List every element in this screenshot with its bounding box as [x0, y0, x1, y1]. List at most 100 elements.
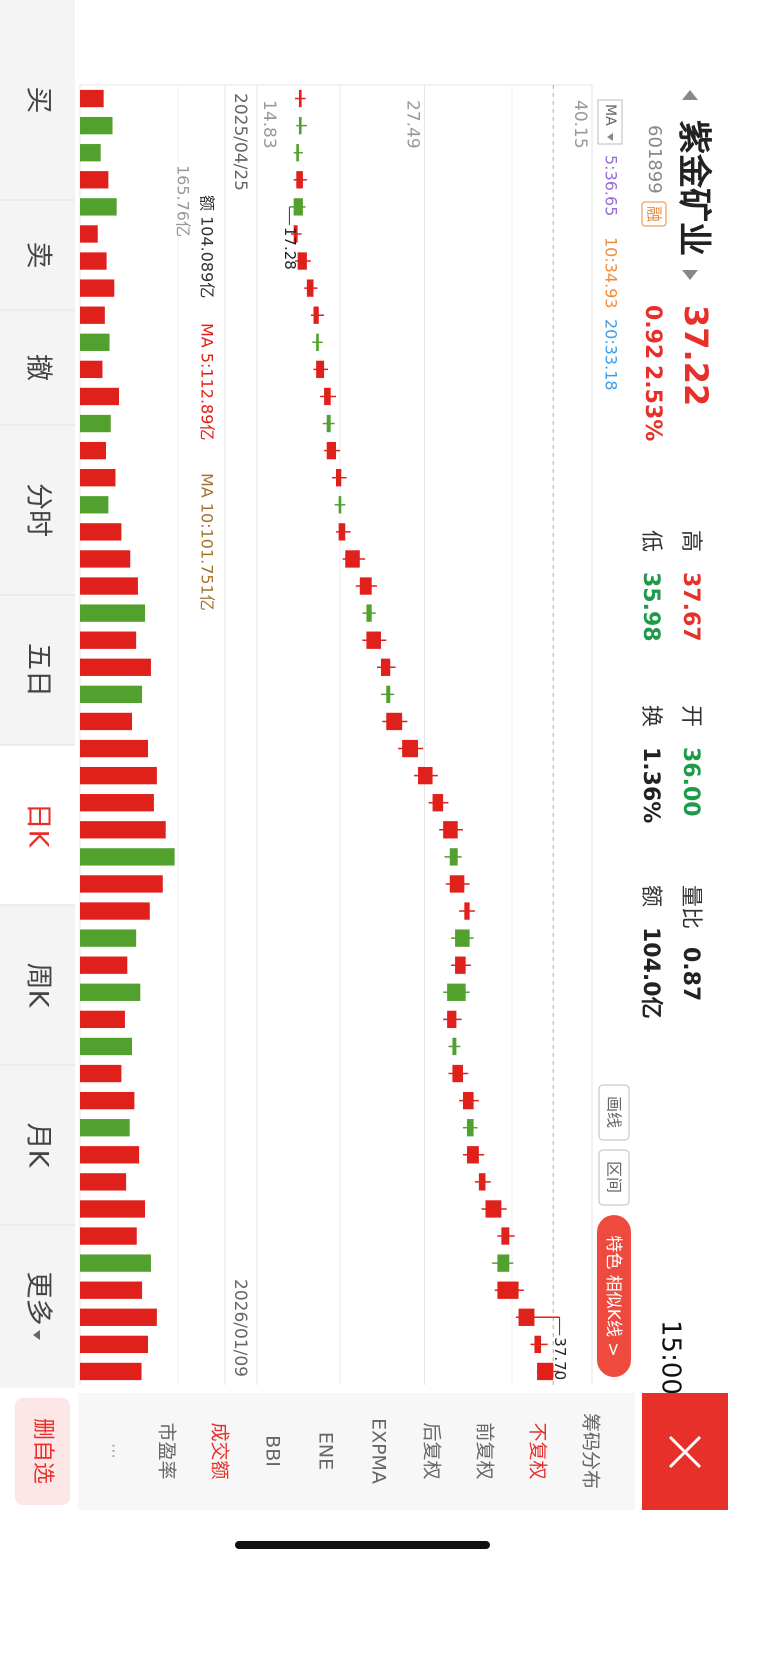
- volume-bar: [80, 604, 146, 622]
- draw-button[interactable]: [598, 1084, 630, 1141]
- tag-box: [641, 201, 667, 227]
- stat-label: 量比: [678, 885, 703, 929]
- volume-bar: [80, 1227, 137, 1245]
- volume-bar: [79, 333, 110, 351]
- menu-item[interactable]: ENE: [315, 1432, 337, 1470]
- tab[interactable]: 更多: [23, 1272, 54, 1326]
- x-tick-label: 2026/01/09: [230, 1279, 250, 1377]
- low-label: 17.28: [281, 227, 299, 270]
- stat-value: 0.87: [678, 947, 703, 1001]
- menu-item[interactable]: 市盈率: [156, 1422, 178, 1479]
- y-tick-label: 27.49: [403, 100, 423, 149]
- candle-body: [447, 983, 466, 1001]
- candle-body: [449, 875, 465, 893]
- candle-body: [447, 1010, 457, 1029]
- menu-item[interactable]: 前复权: [474, 1422, 496, 1479]
- candle-body: [452, 1064, 464, 1083]
- volume-bar: [80, 252, 107, 270]
- volume-bar: [80, 739, 148, 758]
- stat-label: 换: [638, 705, 663, 727]
- prev-arrow[interactable]: [682, 90, 698, 100]
- volume-bar: [80, 1362, 142, 1381]
- volume-bar: [80, 712, 133, 731]
- tab[interactable]: 月K: [23, 1123, 54, 1169]
- tab[interactable]: 日K: [23, 803, 54, 849]
- tab[interactable]: 五日: [23, 643, 54, 697]
- candle-body: [497, 1254, 510, 1272]
- stat-label: 高: [678, 530, 703, 552]
- tab[interactable]: 卖: [23, 242, 54, 269]
- stat-value: 1.36%: [638, 747, 663, 823]
- volume-bar: [80, 1037, 133, 1056]
- volume-bar: [79, 929, 137, 947]
- side-menu: [78, 1393, 635, 1510]
- candle-body: [402, 739, 419, 758]
- candle-body: [466, 1119, 474, 1137]
- stat-value: 35.98: [638, 572, 663, 642]
- candle-body: [313, 306, 319, 324]
- candle-body: [455, 929, 470, 947]
- volume-bar: [79, 496, 109, 514]
- candle-body: [455, 956, 466, 974]
- volume-bar: [79, 360, 103, 379]
- volume-bar: [79, 685, 143, 704]
- volume-bar: [79, 469, 116, 487]
- more-dropdown: [33, 1330, 40, 1340]
- tool-label: 画线: [605, 1096, 624, 1128]
- range-button[interactable]: [598, 1149, 630, 1206]
- volume-bar: [79, 387, 120, 406]
- stat-label: 低: [638, 530, 663, 552]
- volume-bar: [79, 550, 131, 568]
- volume-bar: [80, 821, 166, 839]
- candle-body: [324, 387, 331, 406]
- menu-item[interactable]: 筹码分布: [580, 1413, 602, 1489]
- volume-bar: [79, 523, 122, 541]
- candle-body: [335, 469, 342, 487]
- candle-body: [466, 1146, 479, 1164]
- menu-more: ⋯: [105, 1443, 124, 1459]
- stat-value: 104.0亿: [638, 927, 663, 1019]
- candle-body: [452, 1037, 457, 1056]
- time: 15:00: [656, 1320, 686, 1395]
- candle-body: [443, 821, 458, 839]
- volume-legend: MA 10:101.751亿: [198, 473, 217, 611]
- tab[interactable]: 分时: [23, 483, 54, 537]
- tab[interactable]: 周K: [23, 963, 54, 1009]
- tool-label: 区间: [605, 1161, 624, 1193]
- volume-bar: [80, 1091, 135, 1110]
- volume-bar: [79, 1281, 143, 1299]
- menu-item[interactable]: 后复权: [421, 1422, 443, 1479]
- ma-box[interactable]: [597, 99, 623, 145]
- volume-bar: [80, 1173, 127, 1191]
- delete-button[interactable]: [15, 1398, 70, 1505]
- volume-bar: [79, 875, 163, 893]
- menu-item[interactable]: 不复权: [527, 1422, 549, 1479]
- change-pct: 2.53%: [640, 365, 665, 441]
- volume-bar: [79, 441, 107, 460]
- x-tick-label: 2025/04/25: [230, 93, 250, 191]
- tab[interactable]: 买: [23, 87, 54, 114]
- candle-body: [345, 550, 360, 568]
- volume-bar: [80, 794, 154, 812]
- volume-bar: [80, 1200, 146, 1218]
- volume-bar: [79, 902, 150, 920]
- candle-body: [464, 902, 470, 920]
- volume-bar: [80, 577, 138, 595]
- candle-body: [386, 712, 403, 731]
- tab[interactable]: 撤: [23, 354, 54, 381]
- close-icon: [668, 1435, 702, 1469]
- y-tick-label: 14.83: [259, 100, 279, 149]
- volume-bar: [80, 1119, 130, 1137]
- menu-item[interactable]: EXPMA: [368, 1418, 390, 1484]
- home-indicator: [235, 1541, 490, 1549]
- menu-item[interactable]: 成交额: [209, 1422, 231, 1479]
- feature-button[interactable]: [597, 1215, 631, 1377]
- candle-body: [338, 523, 346, 541]
- next-arrow[interactable]: [682, 270, 698, 280]
- candle-body: [534, 1335, 542, 1354]
- candle-body: [296, 171, 303, 189]
- menu-item[interactable]: BBI: [262, 1435, 284, 1467]
- volume-legend: 额 104.089亿: [198, 195, 217, 298]
